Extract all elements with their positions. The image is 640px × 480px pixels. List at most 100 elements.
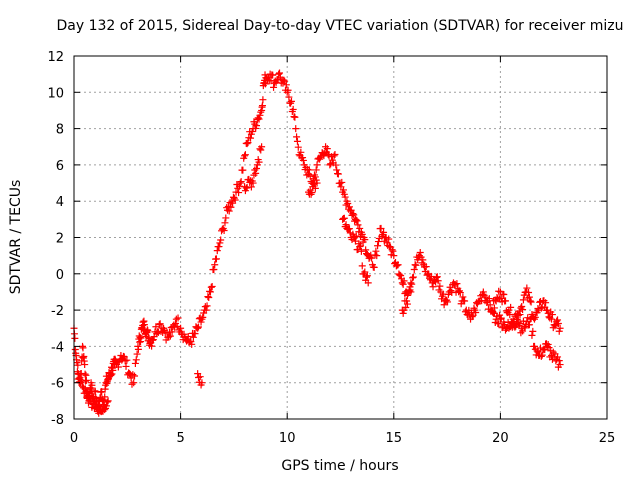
data-point-marker xyxy=(554,319,562,327)
data-point-marker xyxy=(397,272,405,280)
data-point-marker xyxy=(215,243,223,251)
data-point-marker xyxy=(534,348,542,356)
x-tick-label: 0 xyxy=(70,431,78,446)
data-point-marker xyxy=(434,277,442,285)
data-point-marker xyxy=(114,363,122,371)
data-point-marker xyxy=(555,357,563,365)
data-point-marker xyxy=(345,203,353,211)
data-point-marker xyxy=(415,252,423,260)
data-point-marker xyxy=(258,143,266,151)
data-point-marker xyxy=(472,308,480,316)
data-point-marker xyxy=(270,83,278,91)
data-point-marker xyxy=(104,397,112,405)
data-point-marker xyxy=(243,140,251,148)
data-point-marker xyxy=(224,206,232,214)
data-point-marker xyxy=(456,289,464,297)
data-point-marker xyxy=(313,161,321,169)
data-point-marker xyxy=(257,146,265,154)
data-point-marker xyxy=(377,224,385,232)
y-tick-label: -6 xyxy=(51,377,64,392)
data-point-marker xyxy=(218,225,226,233)
data-point-marker xyxy=(514,311,522,319)
data-point-marker xyxy=(280,76,288,84)
data-point-marker xyxy=(206,288,214,296)
data-point-marker xyxy=(76,375,84,383)
data-point-marker xyxy=(281,77,289,85)
data-point-marker xyxy=(201,303,209,311)
data-point-marker xyxy=(518,302,526,310)
data-point-marker xyxy=(289,105,297,113)
data-point-marker xyxy=(556,361,564,369)
data-point-marker xyxy=(537,352,545,360)
data-point-marker xyxy=(489,308,497,316)
data-point-marker xyxy=(191,330,199,338)
data-points xyxy=(70,69,564,417)
data-point-marker xyxy=(351,215,359,223)
data-point-marker xyxy=(436,282,444,290)
data-point-marker xyxy=(198,379,206,387)
data-point-marker xyxy=(482,293,490,301)
data-point-marker xyxy=(299,156,307,164)
data-point-marker xyxy=(132,356,140,364)
data-point-marker xyxy=(392,262,400,270)
data-point-marker xyxy=(497,314,505,322)
data-point-marker xyxy=(419,256,427,264)
data-point-marker xyxy=(468,313,476,321)
data-point-marker xyxy=(161,329,169,337)
data-point-marker xyxy=(292,125,300,133)
data-point-marker xyxy=(293,137,301,145)
data-point-marker xyxy=(402,303,410,311)
data-point-marker xyxy=(291,113,299,121)
data-point-marker xyxy=(399,309,407,317)
data-point-marker xyxy=(358,230,366,238)
x-tick-label: 25 xyxy=(599,431,616,446)
data-point-marker xyxy=(156,320,164,328)
data-point-marker xyxy=(549,348,557,356)
data-point-marker xyxy=(354,221,362,229)
data-point-marker xyxy=(130,379,138,387)
data-point-marker xyxy=(290,113,298,121)
data-point-marker xyxy=(103,398,111,406)
data-point-marker xyxy=(556,324,564,332)
data-point-marker xyxy=(338,178,346,186)
data-point-marker xyxy=(361,236,369,244)
data-point-marker xyxy=(123,356,131,364)
data-point-marker xyxy=(311,184,319,192)
x-tick-label: 5 xyxy=(176,431,184,446)
data-point-marker xyxy=(204,293,212,301)
data-point-marker xyxy=(538,351,546,359)
data-point-marker xyxy=(455,288,463,296)
data-point-marker xyxy=(433,273,441,281)
data-point-marker xyxy=(356,224,364,232)
data-point-marker xyxy=(548,315,556,323)
data-point-marker xyxy=(316,153,324,161)
data-point-marker xyxy=(537,304,545,312)
data-point-marker xyxy=(479,288,487,296)
data-point-marker xyxy=(408,280,416,288)
data-point-marker xyxy=(332,161,340,169)
data-point-marker xyxy=(194,324,202,332)
y-tick-label: 4 xyxy=(56,195,64,210)
x-tick-label: 20 xyxy=(492,431,509,446)
data-point-marker xyxy=(310,180,318,188)
data-point-marker xyxy=(294,143,302,151)
data-point-marker xyxy=(427,272,435,280)
data-point-marker xyxy=(222,214,230,222)
data-point-marker xyxy=(526,297,534,305)
data-point-marker xyxy=(334,170,342,178)
x-tick-label: 15 xyxy=(386,431,403,446)
data-point-marker xyxy=(247,134,255,142)
data-point-marker xyxy=(403,300,411,308)
data-point-marker xyxy=(305,166,313,174)
data-point-marker xyxy=(342,221,350,229)
data-point-marker xyxy=(517,329,525,337)
data-point-marker xyxy=(403,297,411,305)
data-point-marker xyxy=(303,171,311,179)
data-point-marker xyxy=(330,152,338,160)
data-point-marker xyxy=(285,93,293,101)
data-point-marker xyxy=(261,80,269,88)
data-point-marker xyxy=(426,276,434,284)
data-point-marker xyxy=(195,373,203,381)
